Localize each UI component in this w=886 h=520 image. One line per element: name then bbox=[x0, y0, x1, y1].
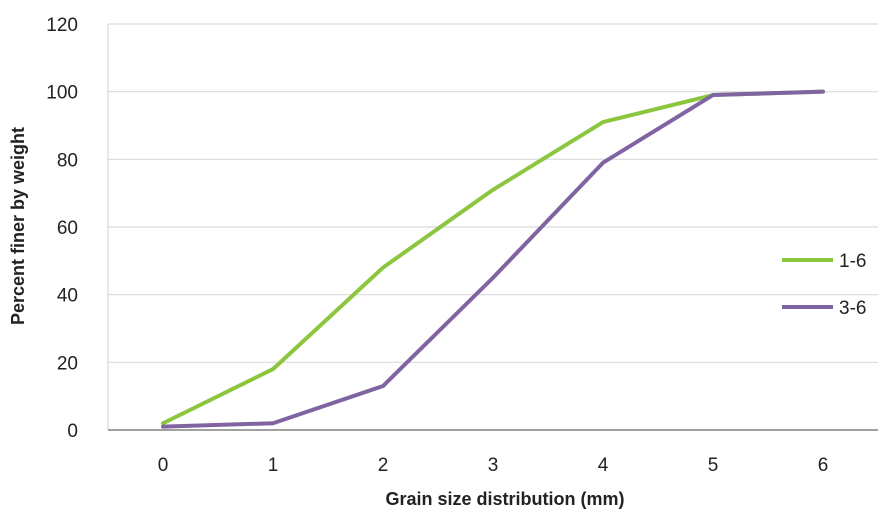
series-line-3-6 bbox=[161, 89, 825, 429]
x-tick-label: 6 bbox=[818, 455, 829, 476]
x-tick-label: 1 bbox=[268, 455, 279, 476]
y-tick-label: 60 bbox=[57, 218, 78, 239]
y-tick-label: 120 bbox=[46, 15, 78, 36]
y-tick-label: 40 bbox=[57, 286, 78, 307]
y-tick-label: 20 bbox=[57, 353, 78, 374]
y-tick-label: 0 bbox=[67, 421, 78, 442]
legend-label: 3-6 bbox=[839, 298, 866, 319]
legend: 1-6 3-6 bbox=[782, 251, 866, 319]
y-tick-label: 100 bbox=[46, 83, 78, 104]
series-lines bbox=[161, 89, 825, 429]
x-tick-label: 5 bbox=[708, 455, 719, 476]
x-tick-label: 0 bbox=[158, 455, 169, 476]
y-tick-label: 80 bbox=[57, 150, 78, 171]
grid-lines bbox=[108, 23, 878, 363]
x-tick-label: 4 bbox=[598, 455, 609, 476]
legend-label: 1-6 bbox=[839, 251, 866, 272]
axes: 0 20 40 60 80 100 120 0 1 2 3 4 5 6 bbox=[46, 15, 878, 476]
x-axis-title: Grain size distribution (mm) bbox=[385, 489, 624, 509]
x-tick-label: 3 bbox=[488, 455, 499, 476]
x-tick-label: 2 bbox=[378, 455, 389, 476]
y-axis-title: Percent finer by weight bbox=[8, 127, 28, 325]
series-line-1-6 bbox=[161, 89, 825, 426]
